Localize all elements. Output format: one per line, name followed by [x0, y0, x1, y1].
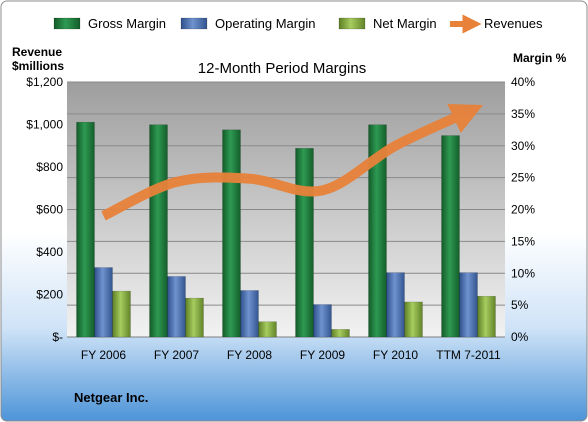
right-tick-label: 15%: [511, 234, 535, 248]
right-tick-label: 40%: [511, 75, 535, 89]
left-tick-label: $400: [36, 245, 63, 259]
left-tick-label: $1,000: [26, 118, 63, 132]
gross-margin-bar: [441, 135, 460, 338]
right-tick-label: 0%: [511, 330, 529, 344]
gross-margin-bar: [76, 121, 95, 338]
revenues-line: [101, 103, 484, 221]
axis-ticks: $- $200 $400 $600 $800 $1,000 $1,200 0% 5% 10% 15%…: [26, 75, 535, 362]
right-tick-label: 30%: [511, 139, 535, 153]
legend-revenues: Revenues: [484, 16, 543, 31]
left-tick-label: $600: [36, 203, 63, 217]
company-name: Netgear Inc.: [74, 390, 148, 405]
left-tick-label: $200: [36, 288, 63, 302]
category-label: FY 2007: [154, 348, 199, 362]
net-margin-bar: [477, 295, 496, 338]
legend-operating-margin: Operating Margin: [215, 16, 315, 31]
category-label: FY 2006: [81, 348, 126, 362]
gross-margin-bar: [149, 124, 168, 338]
net-margin-bar: [185, 297, 204, 338]
gross-margin-bar: [295, 148, 314, 338]
left-axis-title-line2: $millions: [12, 59, 64, 73]
right-tick-label: 5%: [511, 298, 529, 312]
left-tick-label: $1,200: [26, 75, 63, 89]
net-margin-bar: [404, 301, 423, 338]
category-label: FY 2010: [373, 348, 418, 362]
category-label: FY 2008: [227, 348, 272, 362]
category-label: FY 2009: [300, 348, 345, 362]
revenue-line: [101, 103, 484, 221]
net-margin-bar: [331, 329, 350, 338]
right-axis-title: Margin %: [513, 51, 567, 65]
gross-margin-bar: [368, 124, 387, 338]
left-axis-title-line1: Revenue: [12, 45, 62, 59]
left-tick-label: $800: [36, 160, 63, 174]
operating-margin-bar: [240, 290, 259, 338]
chart-title: 12-Month Period Margins: [198, 60, 366, 77]
legend-gross-margin: Gross Margin: [88, 16, 166, 31]
operating-margin-bar: [94, 267, 113, 338]
net-margin-bar: [258, 321, 277, 338]
operating-margin-bar: [459, 272, 478, 338]
legend: Gross Margin Operating Margin Net Margin Re…: [53, 14, 543, 34]
gridlines: [67, 81, 505, 338]
operating-margin-bar: [386, 272, 405, 338]
operating-margin-bar: [167, 276, 186, 338]
legend-net-margin: Net Margin: [373, 16, 437, 31]
operating-margin-bar: [313, 304, 332, 338]
legend-gross-margin-swatch: [53, 17, 81, 30]
legend-net-margin-swatch: [338, 17, 366, 30]
right-tick-label: 10%: [511, 266, 535, 280]
category-label: TTM 7-2011: [436, 348, 501, 362]
right-tick-label: 25%: [511, 171, 535, 185]
right-tick-label: 20%: [511, 203, 535, 217]
left-tick-label: $-: [52, 330, 63, 344]
net-margin-bar: [112, 290, 131, 338]
right-tick-label: 35%: [511, 107, 535, 121]
gross-margin-bar: [222, 129, 241, 338]
legend-operating-margin-swatch: [180, 17, 208, 30]
